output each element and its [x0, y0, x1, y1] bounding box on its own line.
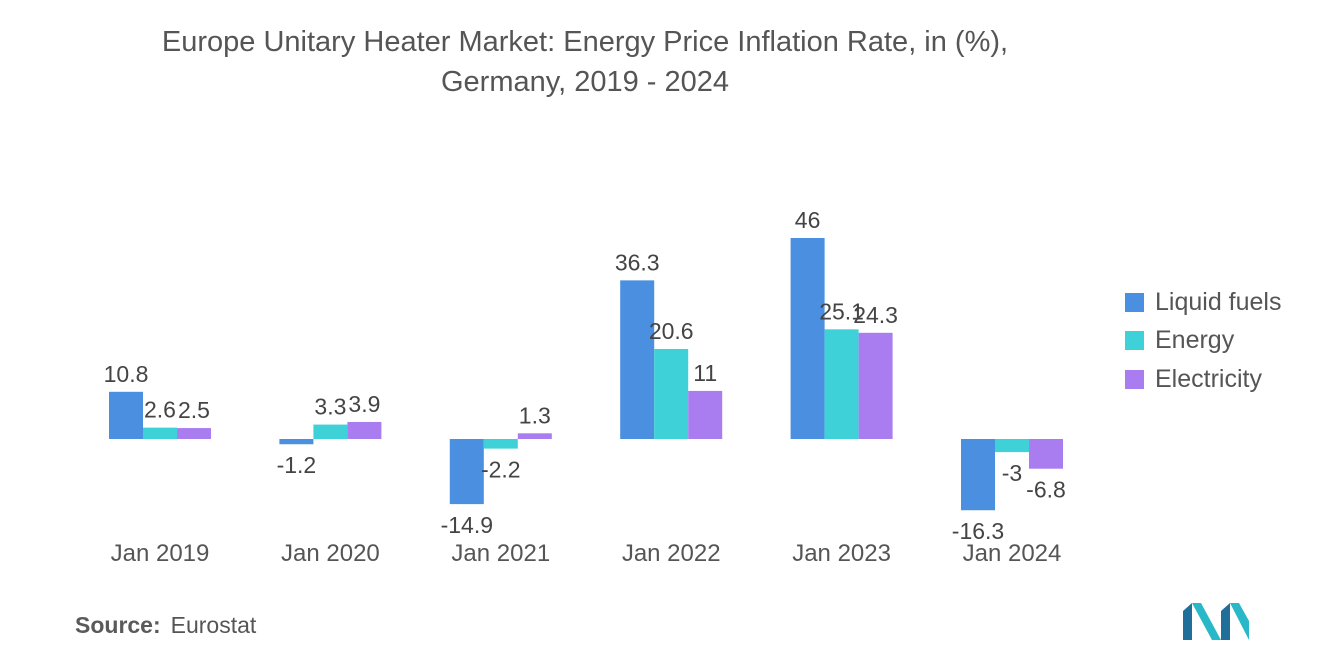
data-label-energy-jan-2024: -3 [1002, 460, 1022, 486]
legend-label-electricity: Electricity [1155, 364, 1262, 393]
x-tick-label-jan-2021: Jan 2021 [451, 540, 550, 567]
legend-label-liquid-fuels: Liquid fuels [1155, 287, 1282, 316]
data-label-energy-jan-2022: 20.6 [649, 318, 694, 344]
bar-energy-jan-2022[interactable] [654, 348, 689, 439]
x-tick-label-jan-2020: Jan 2020 [281, 540, 380, 567]
chart-subtitle: Germany, 2019 - 2024 [440, 66, 730, 98]
bar-liquid-fuels-jan-2023[interactable] [790, 237, 825, 439]
source-value: Eurostat [170, 612, 257, 638]
data-label-electricity-jan-2023: 24.3 [853, 302, 898, 328]
data-label-electricity-jan-2020: 3.9 [348, 391, 380, 417]
chart-title: Europe Unitary Heater Market: Energy Pri… [0, 22, 1170, 102]
data-label-liquid-fuels-jan-2023: 46 [795, 207, 821, 233]
x-tick-label-jan-2022: Jan 2022 [622, 540, 721, 567]
bar-electricity-jan-2020[interactable] [347, 421, 382, 439]
bar-energy-jan-2019[interactable] [143, 427, 177, 439]
data-label-electricity-jan-2024: -6.8 [1026, 477, 1066, 503]
bar-electricity-jan-2024[interactable] [1029, 439, 1063, 469]
legend-label-energy: Energy [1155, 326, 1235, 355]
x-tick-label-jan-2024: Jan 2024 [963, 540, 1062, 567]
data-label-liquid-fuels-jan-2021: -14.9 [441, 512, 493, 538]
bar-electricity-jan-2021[interactable] [517, 433, 552, 439]
data-label-energy-jan-2023: 25.1 [819, 298, 864, 324]
source-note: Source: Eurostat [75, 612, 256, 639]
bar-energy-jan-2020[interactable] [313, 424, 348, 439]
x-tick-label-jan-2023: Jan 2023 [792, 540, 891, 567]
bar-liquid-fuels-jan-2022[interactable] [620, 280, 655, 439]
legend-item-electricity[interactable]: Electricity [1125, 360, 1281, 399]
data-label-energy-jan-2019: 2.6 [144, 397, 176, 423]
bar-electricity-jan-2022[interactable] [688, 390, 723, 439]
chart-legend: Liquid fuels Energy Electricity [1125, 283, 1281, 399]
data-label-electricity-jan-2021: 1.3 [519, 402, 551, 428]
bar-energy-jan-2023[interactable] [824, 329, 859, 439]
data-label-liquid-fuels-jan-2022: 36.3 [615, 249, 660, 275]
legend-swatch-electricity [1125, 369, 1144, 389]
bar-electricity-jan-2019[interactable] [177, 428, 211, 439]
x-tick-label-jan-2019: Jan 2019 [111, 540, 210, 567]
bar-liquid-fuels-jan-2024[interactable] [961, 439, 995, 511]
mordor-intelligence-logo-icon [1183, 603, 1249, 640]
legend-item-liquid-fuels[interactable]: Liquid fuels [1125, 283, 1281, 322]
data-label-energy-jan-2021: -2.2 [481, 457, 521, 483]
data-label-liquid-fuels-jan-2019: 10.8 [104, 361, 149, 387]
bar-liquid-fuels-jan-2021[interactable] [449, 439, 484, 505]
bar-electricity-jan-2023[interactable] [858, 332, 893, 439]
data-label-electricity-jan-2019: 2.5 [178, 397, 210, 423]
bar-liquid-fuels-jan-2020[interactable] [279, 439, 314, 445]
data-label-electricity-jan-2022: 11 [693, 360, 717, 386]
legend-swatch-liquid-fuels [1125, 292, 1144, 312]
legend-swatch-energy [1125, 331, 1144, 351]
legend-item-energy[interactable]: Energy [1125, 322, 1281, 361]
bar-energy-jan-2024[interactable] [995, 439, 1029, 453]
source-label: Source: [75, 612, 161, 638]
bar-energy-jan-2021[interactable] [483, 439, 518, 449]
data-label-energy-jan-2020: 3.3 [314, 394, 346, 420]
chart-title-line1: Europe Unitary Heater Market: Energy Pri… [161, 26, 1009, 58]
bar-liquid-fuels-jan-2019[interactable] [109, 391, 143, 439]
data-label-liquid-fuels-jan-2020: -1.2 [277, 452, 317, 478]
data-label-liquid-fuels-jan-2024: -16.3 [952, 518, 1004, 544]
